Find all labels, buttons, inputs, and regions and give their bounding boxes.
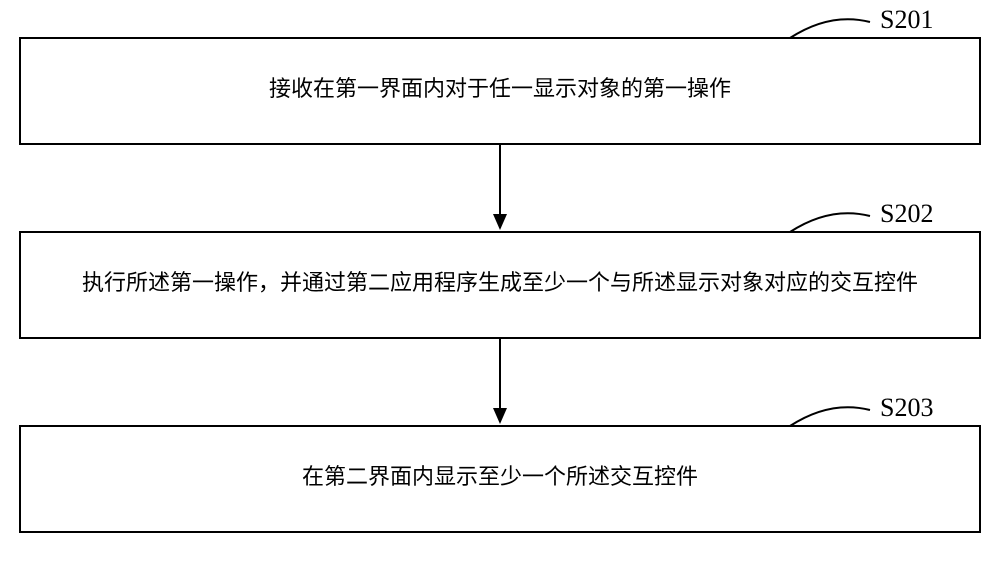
step-leader: [790, 213, 870, 232]
flowchart-step-1: 接收在第一界面内对于任一显示对象的第一操作 S201: [20, 5, 980, 144]
step-label: S203: [880, 393, 933, 422]
step-label: S202: [880, 199, 933, 228]
step-text: 接收在第一界面内对于任一显示对象的第一操作: [269, 76, 731, 101]
step-text: 执行所述第一操作，并通过第二应用程序生成至少一个与所述显示对象对应的交互控件: [82, 270, 918, 295]
step-text: 在第二界面内显示至少一个所述交互控件: [302, 464, 698, 489]
step-leader: [790, 407, 870, 426]
flowchart-canvas: 接收在第一界面内对于任一显示对象的第一操作 S201 执行所述第一操作，并通过第…: [0, 0, 1000, 574]
step-label: S201: [880, 5, 933, 34]
step-leader: [790, 19, 870, 38]
